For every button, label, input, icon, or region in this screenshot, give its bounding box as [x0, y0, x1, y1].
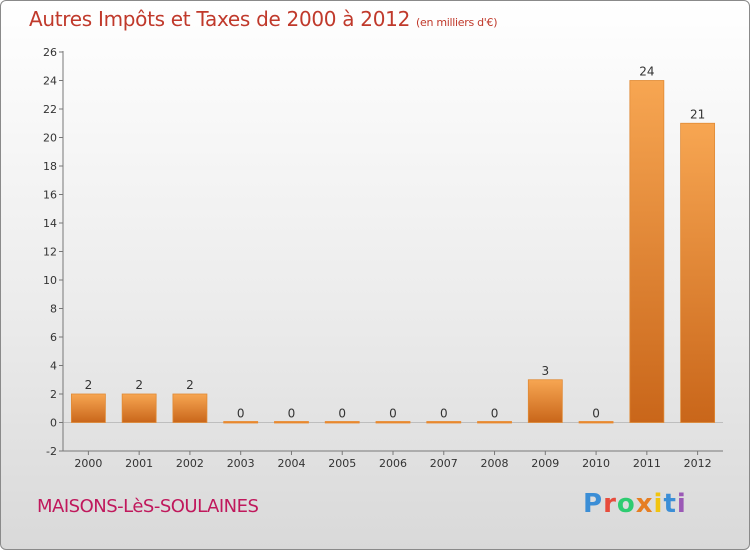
bar — [172, 393, 208, 423]
y-tick-label: 2 — [50, 388, 57, 401]
data-label: 2 — [135, 378, 143, 392]
title-text: Autres Impôts et Taxes de 2000 à 2012 — [29, 7, 410, 31]
proxiti-logo: Proxiti — [583, 489, 687, 519]
x-tick-label: 2009 — [531, 457, 559, 470]
bars — [70, 80, 716, 424]
bar — [477, 421, 512, 424]
x-tick-label: 2010 — [582, 457, 610, 470]
bar — [578, 421, 614, 424]
data-label: 2 — [85, 378, 93, 392]
x-tick-label: 2005 — [328, 457, 356, 470]
y-tick-label: 20 — [43, 132, 57, 145]
data-label: 2 — [186, 378, 194, 392]
logo-letter: o — [616, 489, 636, 519]
y-tick-label: 12 — [43, 246, 57, 259]
y-tick-label: 4 — [50, 360, 57, 373]
data-label: 24 — [639, 65, 654, 79]
data-label: 3 — [541, 364, 549, 378]
x-tick-label: 2011 — [633, 457, 661, 470]
x-tick-label: 2012 — [684, 457, 712, 470]
data-label: 0 — [288, 407, 296, 421]
bar — [121, 393, 157, 423]
y-tick-label: 0 — [50, 417, 57, 430]
bar — [629, 80, 665, 423]
x-tick-label: 2007 — [430, 457, 458, 470]
bar — [223, 421, 259, 424]
data-label: 0 — [389, 407, 397, 421]
data-label: 0 — [592, 407, 600, 421]
y-tick-label: 26 — [43, 46, 57, 59]
x-tick-label: 2003 — [227, 457, 255, 470]
x-tick-label: 2002 — [176, 457, 204, 470]
y-tick-label: -2 — [46, 445, 57, 458]
data-label: 0 — [237, 407, 245, 421]
data-label: 0 — [338, 407, 346, 421]
bar — [324, 421, 360, 424]
bar — [274, 421, 309, 424]
bar — [426, 421, 462, 424]
commune-name: MAISONS-LèS-SOULAINES — [37, 496, 259, 517]
logo-letter: t — [663, 489, 677, 519]
y-tick-label: 16 — [43, 189, 57, 202]
logo-letter: i — [653, 489, 664, 519]
bar — [375, 421, 411, 424]
y-tick-label: 8 — [50, 303, 57, 316]
data-label: 21 — [690, 107, 705, 121]
data-label: 0 — [491, 407, 499, 421]
bar — [680, 122, 716, 423]
x-tick-label: 2008 — [481, 457, 509, 470]
x-tick-label: 2000 — [74, 457, 102, 470]
y-tick-label: 18 — [43, 160, 57, 173]
y-tick-label: 22 — [43, 103, 57, 116]
y-tick-label: 6 — [50, 331, 57, 344]
bar — [527, 379, 563, 423]
logo-letter: r — [603, 489, 617, 519]
x-tick-label: 2001 — [125, 457, 153, 470]
y-tick-label: 10 — [43, 274, 57, 287]
logo-letter: i — [676, 489, 687, 519]
unit-label: (en milliers d'€) — [416, 16, 498, 29]
x-tick-label: 2004 — [277, 457, 305, 470]
data-labels: 2 2 2 0 0 0 0 0 0 3 0 24 21 — [85, 65, 706, 421]
data-label: 0 — [440, 407, 448, 421]
logo-letter: x — [635, 489, 654, 519]
y-tick-label: 24 — [43, 75, 57, 88]
chart-title: Autres Impôts et Taxes de 2000 à 2012 (en… — [29, 7, 497, 31]
x-tick-label: 2006 — [379, 457, 407, 470]
y-tick-label: 14 — [43, 217, 57, 230]
logo-letter: P — [583, 489, 604, 519]
bar — [70, 393, 106, 423]
